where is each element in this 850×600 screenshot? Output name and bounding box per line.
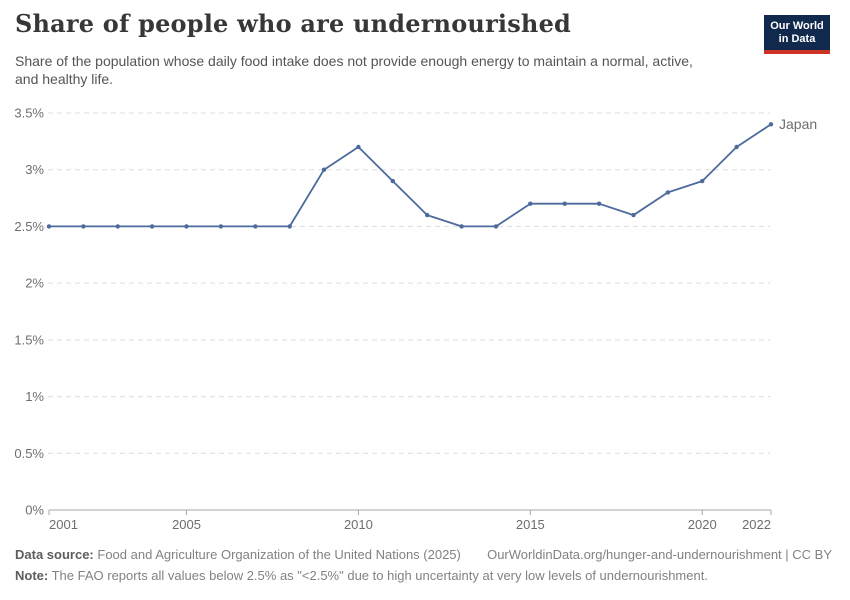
series-end-label[interactable]: Japan <box>779 116 817 132</box>
data-point-2004[interactable] <box>149 224 155 229</box>
data-point-2016[interactable] <box>562 201 567 206</box>
x-tick-label-2015: 2015 <box>516 517 545 532</box>
data-point-2013[interactable] <box>459 224 464 229</box>
data-point-2020[interactable] <box>700 178 705 184</box>
y-tick-label-0%: 0% <box>25 503 44 518</box>
data-point-2015[interactable] <box>528 201 533 206</box>
x-tick-label-2005: 2005 <box>172 517 201 532</box>
data-source-value: Food and Agriculture Organization of the… <box>97 547 461 562</box>
note-label: Note: <box>15 568 49 583</box>
chart-footer: Data source: Food and Agriculture Organi… <box>15 546 832 584</box>
data-source-text: Data source: Food and Agriculture Organi… <box>15 546 461 563</box>
data-point-2009[interactable] <box>321 167 327 172</box>
data-point-2019[interactable] <box>665 190 671 195</box>
data-point-2011[interactable] <box>390 178 395 184</box>
data-point-2014[interactable] <box>493 224 499 229</box>
data-point-2001[interactable] <box>46 224 52 229</box>
series-line-japan[interactable] <box>48 123 772 228</box>
data-source-label: Data source: <box>15 547 94 562</box>
data-point-2017[interactable] <box>596 201 602 206</box>
owid-citation-link[interactable]: OurWorldinData.org/hunger-and-undernouri… <box>487 547 832 562</box>
data-point-2012[interactable] <box>425 212 430 218</box>
data-point-2010[interactable] <box>356 144 361 150</box>
data-point-2006[interactable] <box>218 224 224 229</box>
chart-subtitle-line2: and healthy life. <box>15 71 114 87</box>
owid-logo-line2: in Data <box>778 33 816 45</box>
note-text: Note: The FAO reports all values below 2… <box>15 567 832 584</box>
y-tick-label-3%: 3% <box>25 162 44 177</box>
x-tick-label-2020: 2020 <box>688 517 717 532</box>
data-point-2018[interactable] <box>631 212 636 218</box>
data-point-2008[interactable] <box>287 224 292 229</box>
chart-subtitle: Share of the population whose daily food… <box>15 52 693 88</box>
owid-logo-line1: Our World <box>770 20 824 32</box>
data-point-2022[interactable] <box>768 122 774 127</box>
y-tick-label-1%: 1% <box>25 389 44 404</box>
owid-logo[interactable]: Our World in Data <box>764 15 830 54</box>
data-point-2003[interactable] <box>115 224 121 229</box>
y-tick-label-3.5%: 3.5% <box>14 106 44 121</box>
x-tick-label-2001: 2001 <box>49 517 78 532</box>
data-point-2007[interactable] <box>253 224 258 229</box>
data-point-2005[interactable] <box>184 224 189 229</box>
y-tick-label-2%: 2% <box>25 276 44 291</box>
data-point-2002[interactable] <box>81 224 86 229</box>
y-tick-label-0.5%: 0.5% <box>14 446 44 461</box>
data-point-2021[interactable] <box>734 144 739 150</box>
y-tick-label-2.5%: 2.5% <box>14 219 44 234</box>
page-title: Share of people who are undernourished <box>15 9 572 38</box>
x-tick-label-2022: 2022 <box>742 517 771 532</box>
note-value: The FAO reports all values below 2.5% as… <box>51 568 708 583</box>
chart-subtitle-line1: Share of the population whose daily food… <box>15 53 693 69</box>
y-tick-label-1.5%: 1.5% <box>14 332 44 347</box>
x-tick-label-2010: 2010 <box>344 517 373 532</box>
